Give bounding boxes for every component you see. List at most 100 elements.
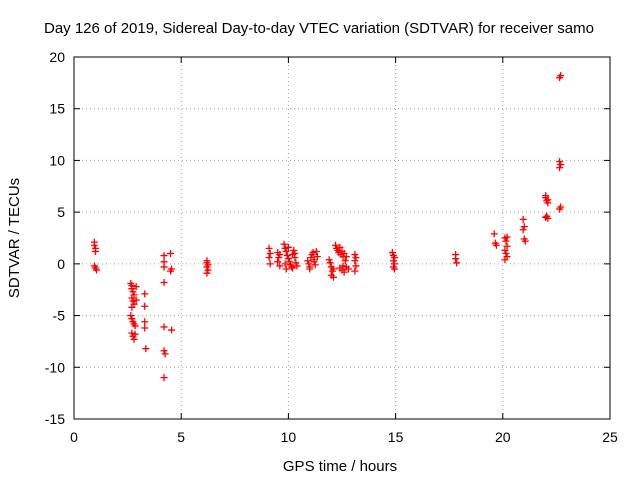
data-point-marker [306, 265, 314, 273]
y-tick-label: -15 [45, 411, 65, 427]
data-point-marker [519, 226, 527, 234]
data-point-marker [160, 278, 168, 286]
data-point-marker [391, 265, 399, 273]
data-point-marker [203, 263, 211, 271]
data-point-marker [142, 345, 150, 353]
data-point-marker [501, 246, 509, 254]
data-point-marker [276, 251, 284, 259]
data-point-marker [544, 196, 552, 204]
grid-lines [74, 57, 610, 419]
data-point-marker [265, 244, 273, 252]
data-point-marker [490, 230, 498, 238]
data-points [90, 72, 565, 382]
data-point-marker [329, 273, 337, 281]
x-tick-label: 5 [177, 429, 185, 445]
data-point-marker [168, 326, 176, 334]
data-point-marker [352, 254, 360, 262]
data-point-marker [274, 258, 282, 266]
data-point-marker [340, 268, 348, 276]
data-point-marker [310, 258, 318, 266]
data-point-marker [542, 213, 550, 221]
data-point-marker [311, 261, 319, 269]
data-point-marker [283, 252, 291, 260]
data-point-marker [336, 243, 344, 251]
data-point-marker [557, 161, 565, 169]
data-point-marker [90, 241, 98, 249]
data-point-marker [141, 324, 149, 332]
data-point-marker [290, 246, 298, 254]
x-tick-label: 0 [70, 429, 78, 445]
data-point-marker [91, 247, 99, 255]
data-point-marker [453, 259, 461, 267]
data-point-marker [265, 254, 273, 262]
data-point-marker [388, 248, 396, 256]
data-point-marker [166, 250, 174, 258]
data-point-marker [285, 258, 293, 266]
data-point-marker [93, 266, 101, 274]
data-point-marker [292, 259, 300, 267]
data-point-marker [132, 296, 140, 304]
data-point-marker [131, 330, 139, 338]
data-point-marker [276, 262, 284, 270]
data-point-marker [332, 241, 340, 249]
data-point-marker [166, 267, 174, 275]
data-point-marker [284, 243, 292, 251]
data-point-marker [293, 262, 301, 270]
data-point-marker [503, 233, 511, 241]
data-point-marker [281, 244, 289, 252]
data-point-marker [520, 223, 528, 231]
data-point-marker [519, 215, 527, 223]
data-point-marker [557, 72, 565, 80]
data-point-marker [305, 260, 313, 268]
data-point-marker [284, 255, 292, 263]
x-axis-label: GPS time / hours [283, 458, 397, 475]
data-point-marker [160, 374, 168, 382]
data-point-marker [266, 260, 274, 268]
y-tick-label: 0 [57, 256, 65, 272]
data-point-marker [502, 237, 510, 245]
x-tick-label: 25 [602, 429, 618, 445]
data-point-marker [342, 253, 350, 261]
data-point-marker [326, 259, 334, 267]
y-axis-label: SDTVAR / TECUs [6, 178, 23, 298]
y-tick-label: 5 [57, 204, 65, 220]
data-point-marker [289, 264, 297, 272]
data-point-marker [161, 350, 169, 358]
data-point-marker [160, 347, 168, 355]
data-point-marker [341, 257, 349, 265]
data-point-marker [389, 257, 397, 265]
y-tick-label: 20 [49, 49, 65, 65]
data-point-marker [282, 247, 290, 255]
data-point-marker [501, 256, 509, 264]
x-tick-label: 10 [281, 429, 297, 445]
data-point-marker [452, 255, 460, 263]
data-point-marker [127, 312, 135, 320]
data-point-marker [141, 290, 149, 298]
data-point-marker [325, 256, 333, 264]
data-point-marker [266, 250, 274, 258]
data-point-marker [351, 257, 359, 265]
data-point-marker [160, 323, 168, 331]
y-tick-labels: -15 -10 -5 0 5 10 15 20 [45, 49, 65, 427]
data-point-marker [492, 241, 500, 249]
data-point-marker [556, 164, 564, 172]
data-point-marker [291, 250, 299, 258]
data-point-marker [132, 283, 140, 291]
data-point-marker [391, 254, 399, 262]
data-point-marker [556, 205, 564, 213]
data-point-marker [129, 288, 137, 296]
x-tick-labels: 0 5 10 15 20 25 [70, 429, 618, 445]
data-point-marker [281, 260, 289, 268]
x-tick-label: 20 [495, 429, 511, 445]
data-point-marker [351, 251, 359, 259]
data-point-marker [141, 318, 149, 326]
data-point-marker [329, 265, 337, 273]
chart-title: Day 126 of 2019, Sidereal Day-to-day VTE… [44, 20, 594, 37]
data-point-marker [304, 257, 312, 265]
y-tick-label: 15 [49, 101, 65, 117]
data-point-marker [542, 192, 550, 200]
data-point-marker [309, 248, 317, 256]
data-point-marker [275, 254, 283, 262]
data-point-marker [313, 253, 321, 261]
data-point-marker [503, 242, 511, 250]
